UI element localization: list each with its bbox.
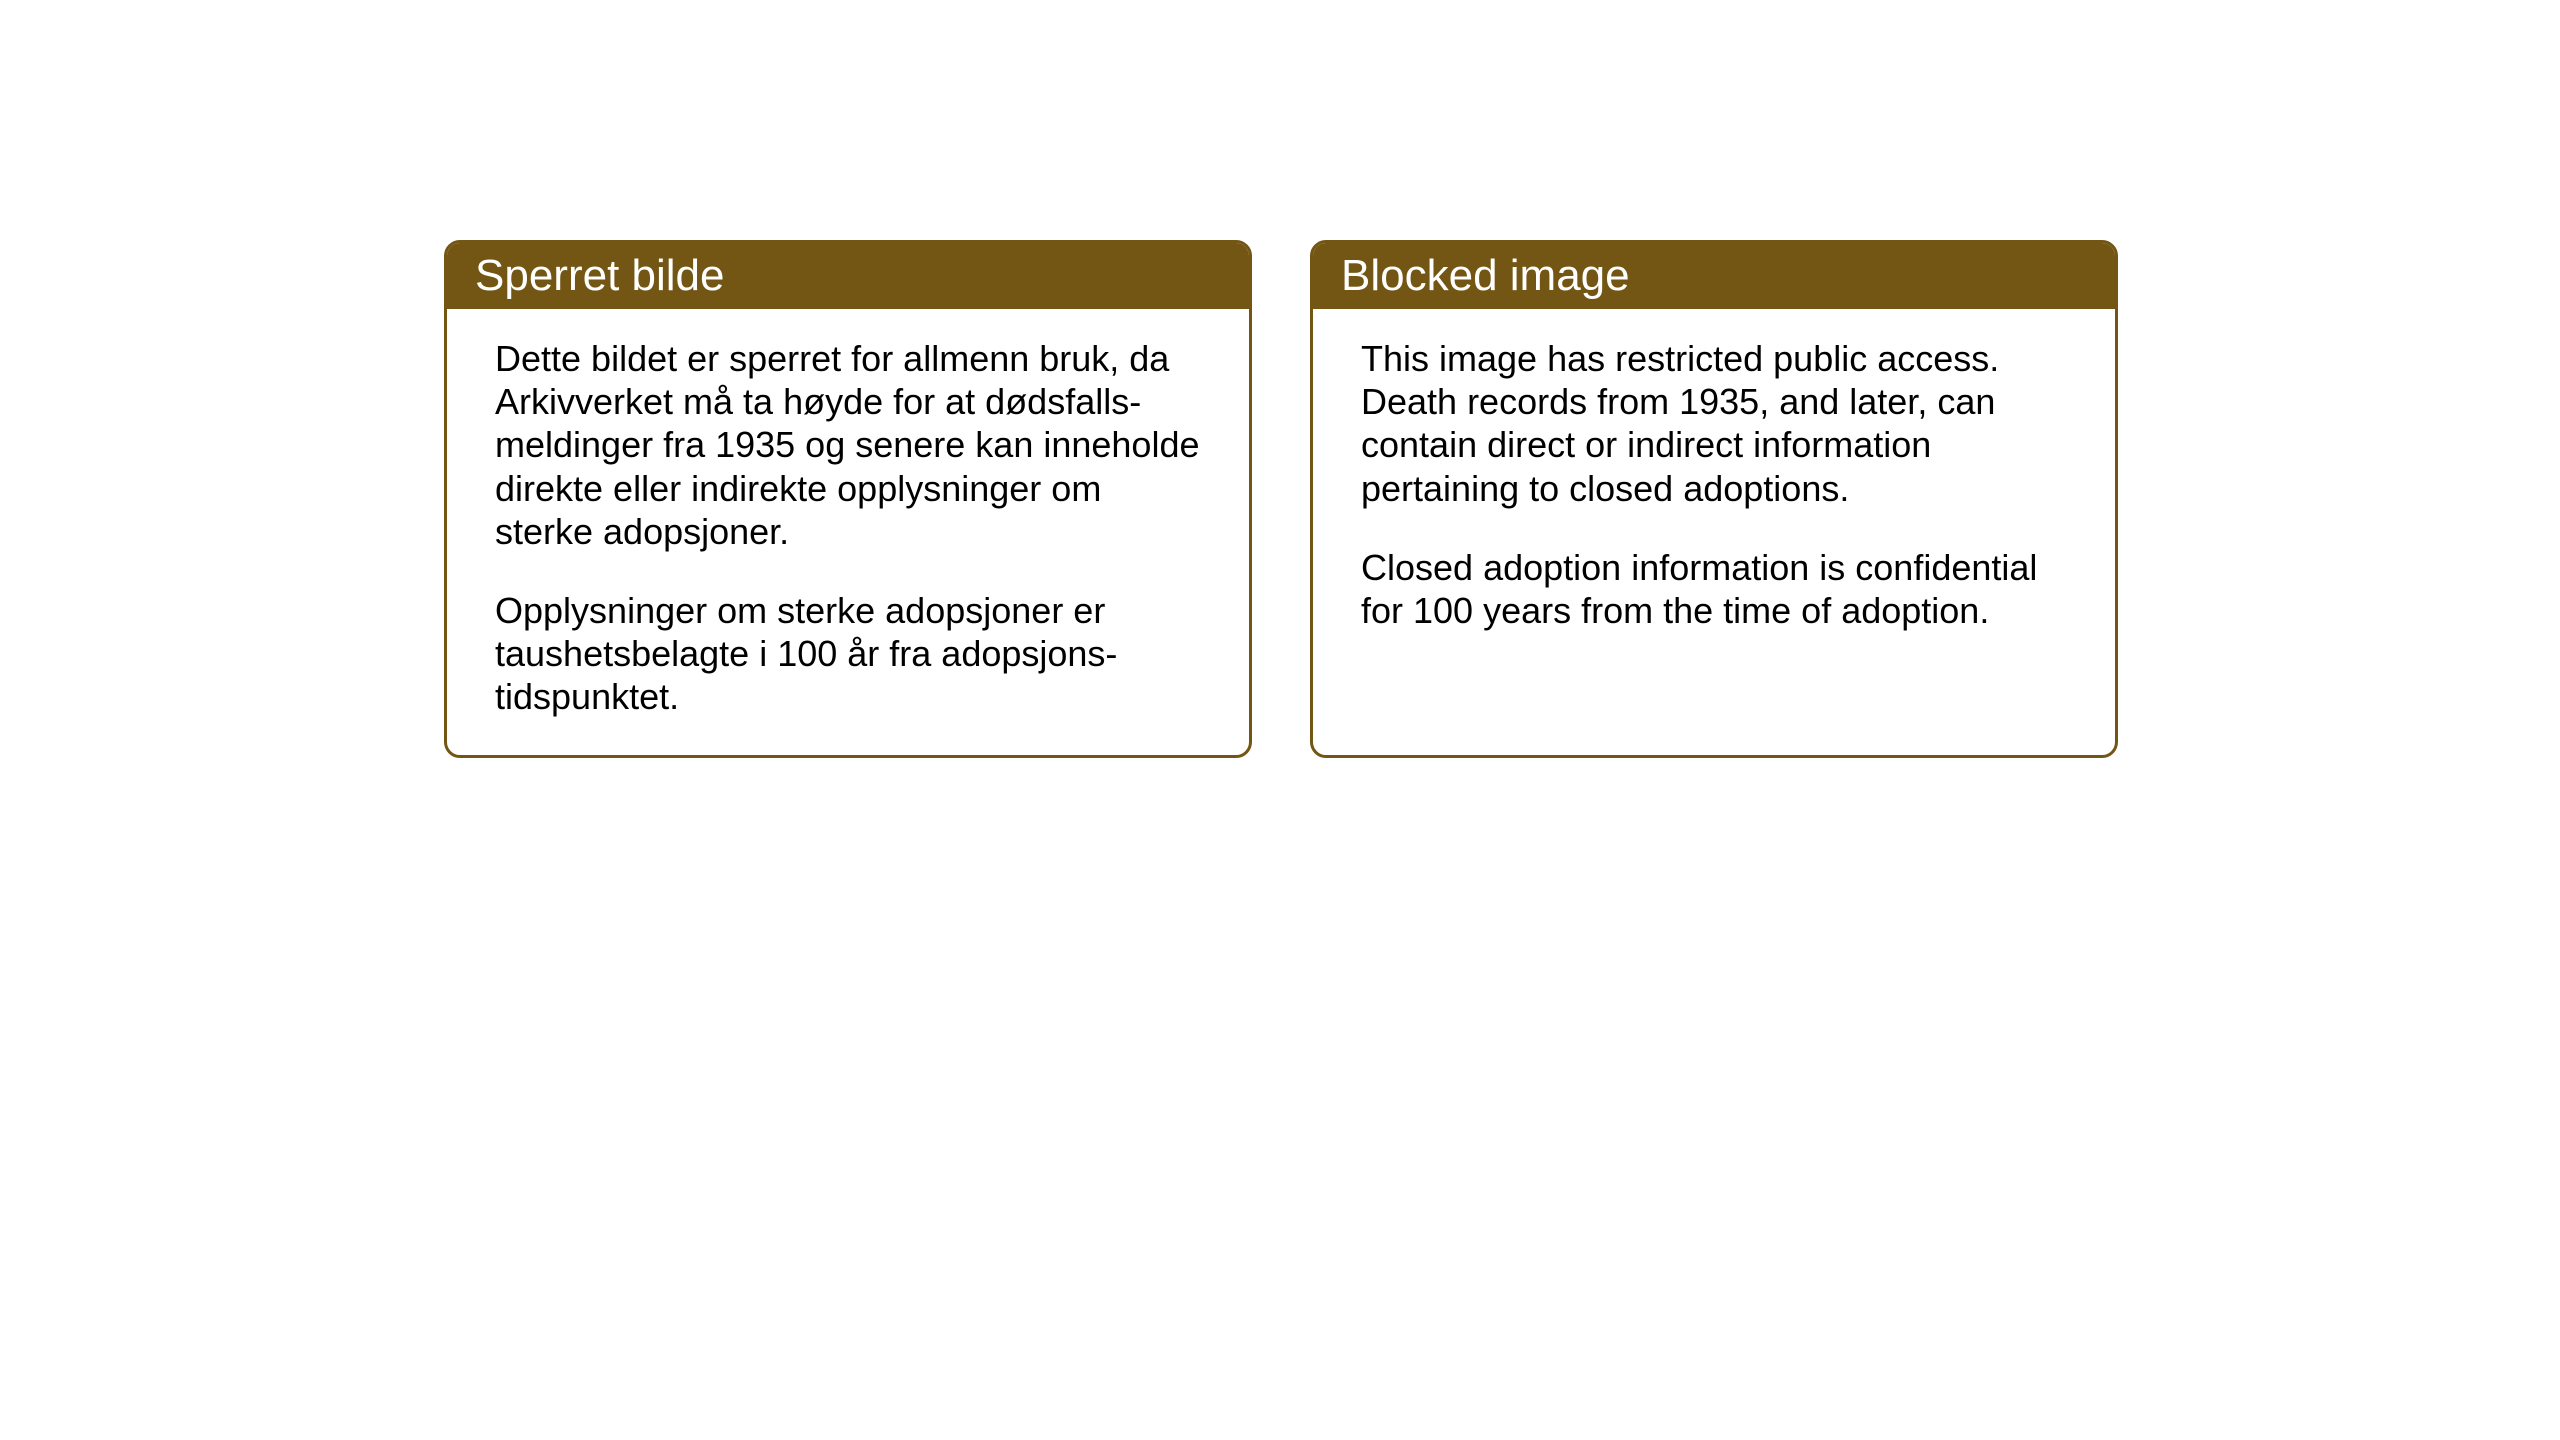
english-paragraph-2: Closed adoption information is confident… [1361,546,2067,632]
english-card: Blocked image This image has restricted … [1310,240,2118,758]
english-card-title: Blocked image [1341,251,1630,300]
norwegian-paragraph-2: Opplysninger om sterke adopsjoner er tau… [495,589,1201,719]
norwegian-paragraph-1: Dette bildet er sperret for allmenn bruk… [495,337,1201,553]
english-card-body: This image has restricted public access.… [1313,309,2115,739]
norwegian-card-title: Sperret bilde [475,251,724,300]
english-card-header: Blocked image [1313,243,2115,309]
norwegian-card-body: Dette bildet er sperret for allmenn bruk… [447,309,1249,755]
norwegian-card: Sperret bilde Dette bildet er sperret fo… [444,240,1252,758]
english-paragraph-1: This image has restricted public access.… [1361,337,2067,510]
cards-container: Sperret bilde Dette bildet er sperret fo… [444,240,2118,758]
norwegian-card-header: Sperret bilde [447,243,1249,309]
